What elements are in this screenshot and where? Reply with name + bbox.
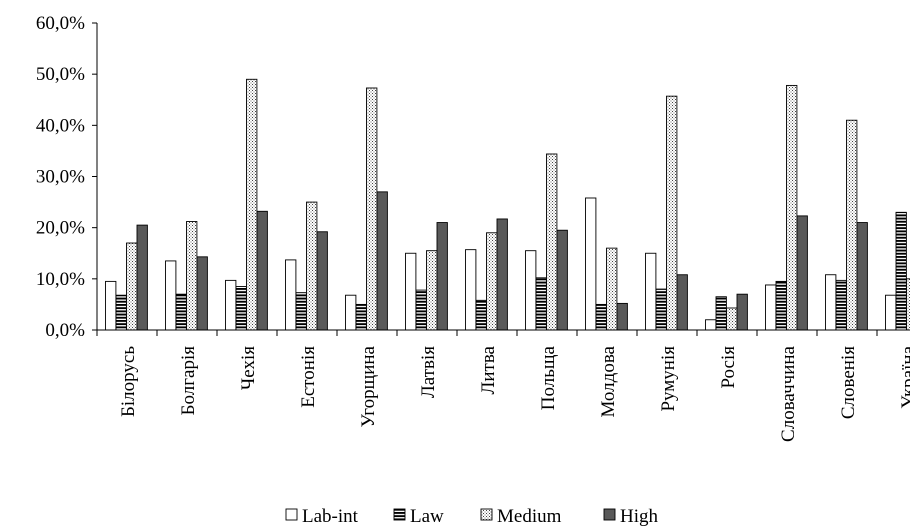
- bar-high-7: [556, 229, 568, 331]
- category-label: Білорусь: [118, 346, 139, 417]
- y-tick-label: 30,0%: [36, 167, 85, 188]
- bar-law-9: [655, 288, 667, 331]
- bar-medium-10: [726, 307, 738, 331]
- bar-law-10: [715, 296, 727, 331]
- y-tick-label: 0,0%: [45, 320, 85, 341]
- category-label: Естонія: [298, 346, 319, 408]
- y-tick-label: 50,0%: [36, 64, 85, 85]
- bar-high-10: [736, 293, 748, 331]
- x-axis: Білорусь Болгарія Чехія Естонія Угорщина Латв…: [96, 329, 910, 442]
- legend: Lab-int Law Medium High: [285, 506, 659, 527]
- bar-lab-int-3: [285, 259, 297, 331]
- bar-medium-13: [906, 278, 910, 331]
- bar-lab-int-5: [405, 252, 417, 331]
- legend-label-lab-int: Lab-int: [302, 506, 359, 527]
- y-tick-label: 20,0%: [36, 218, 85, 239]
- bar-high-4: [376, 191, 388, 331]
- bar-lab-int-9: [645, 252, 657, 331]
- bar-medium-3: [306, 201, 318, 331]
- legend-swatch-law: [393, 508, 406, 521]
- bar-lab-int-4: [345, 294, 357, 331]
- bar-medium-7: [546, 153, 558, 331]
- category-label: Румунія: [658, 346, 679, 412]
- bar-lab-int-11: [765, 284, 777, 331]
- bar-lab-int-8: [585, 197, 597, 331]
- bar-lab-int-12: [825, 274, 837, 331]
- bar-law-8: [595, 303, 607, 331]
- bar-high-1: [196, 256, 208, 331]
- bar-law-13: [895, 211, 907, 331]
- category-label: Словаччина: [778, 345, 799, 441]
- category-label: Росія: [718, 346, 739, 389]
- bar-medium-6: [486, 232, 498, 331]
- bar-medium-11: [786, 84, 798, 331]
- bar-lab-int-1: [165, 260, 177, 331]
- bar-law-5: [415, 289, 427, 331]
- category-label: Литва: [478, 345, 499, 394]
- bar-high-9: [676, 274, 688, 331]
- category-label: Україна: [898, 345, 910, 408]
- bar-lab-int-6: [465, 249, 477, 331]
- legend-swatch-lab-int: [285, 508, 298, 521]
- y-axis: 0,0% 10,0% 20,0% 30,0% 40,0% 50,0% 60,0%: [36, 13, 98, 341]
- category-label: Чехія: [238, 346, 259, 390]
- y-tick-label: 40,0%: [36, 115, 85, 136]
- bar-law-12: [835, 279, 847, 331]
- bar-high-5: [436, 222, 448, 331]
- bar-medium-9: [666, 95, 678, 331]
- legend-swatch-medium: [480, 508, 493, 521]
- bar-law-2: [235, 286, 247, 331]
- bar-medium-1: [186, 221, 198, 331]
- category-label: Латвія: [418, 346, 439, 398]
- bar-lab-int-10: [705, 319, 717, 331]
- bar-law-1: [175, 293, 187, 331]
- bar-high-3: [316, 231, 328, 331]
- category-label: Польща: [538, 345, 559, 410]
- bar-medium-8: [606, 247, 618, 331]
- bar-law-7: [535, 277, 547, 331]
- bar-high-6: [496, 218, 508, 331]
- category-label: Угорщина: [358, 345, 379, 427]
- legend-label-high: High: [620, 506, 659, 527]
- legend-label-law: Law: [410, 506, 444, 527]
- category-label: Болгарія: [178, 346, 199, 416]
- bar-medium-5: [426, 250, 438, 331]
- bar-high-11: [796, 215, 808, 331]
- bar-law-0: [115, 294, 127, 331]
- y-tick-label: 60,0%: [36, 13, 85, 34]
- category-label: Словенія: [838, 346, 859, 419]
- bar-medium-0: [126, 242, 138, 331]
- bar-high-0: [136, 224, 148, 331]
- legend-swatch-high: [603, 508, 616, 521]
- bar-law-6: [475, 299, 487, 331]
- bar-high-8: [616, 302, 628, 331]
- bar-medium-2: [246, 78, 258, 331]
- bar-lab-int-7: [525, 250, 537, 331]
- bars: [105, 78, 910, 331]
- bar-lab-int-13: [885, 294, 897, 331]
- bar-lab-int-0: [105, 280, 117, 331]
- bar-lab-int-2: [225, 279, 237, 331]
- bar-law-3: [295, 292, 307, 331]
- legend-label-medium: Medium: [497, 506, 562, 527]
- y-tick-label: 10,0%: [36, 269, 85, 290]
- bar-high-12: [856, 222, 868, 331]
- bar-medium-4: [366, 87, 378, 331]
- bar-high-2: [256, 210, 268, 331]
- category-label: Молдова: [598, 345, 619, 417]
- bar-law-4: [355, 303, 367, 331]
- bar-medium-12: [846, 119, 858, 331]
- bar-law-11: [775, 280, 787, 331]
